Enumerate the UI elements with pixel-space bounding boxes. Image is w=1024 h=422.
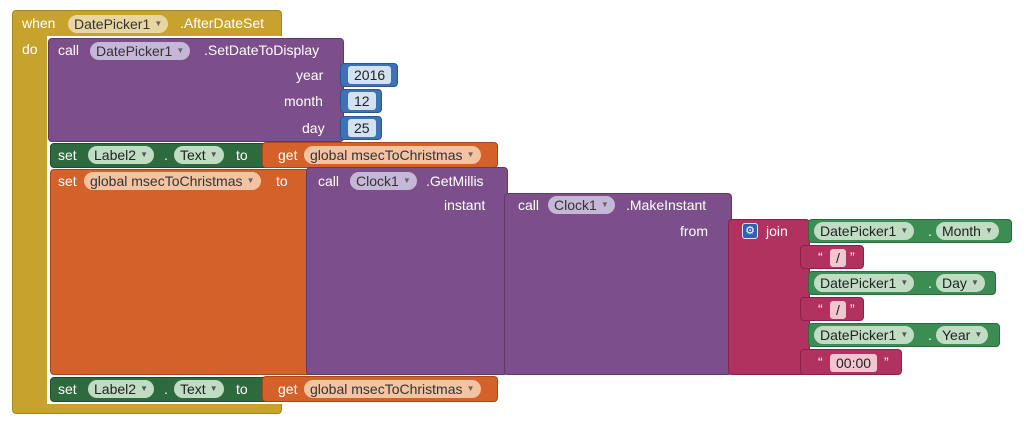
call1-method-label: .SetDateToDisplay <box>204 42 320 58</box>
dot-separator: . <box>928 275 932 291</box>
chevron-down-icon: ▼ <box>246 176 255 185</box>
makeinstant-method-label: .MakeInstant <box>626 197 707 213</box>
string-open-quote: “ <box>818 301 823 317</box>
set-label2-text-block-bottom[interactable] <box>50 377 270 402</box>
day-param-label: day <box>302 120 325 136</box>
chevron-down-icon: ▼ <box>140 150 149 159</box>
dot-separator: . <box>164 147 168 163</box>
string-close-quote: ” <box>850 249 855 265</box>
chevron-down-icon: ▼ <box>900 226 909 235</box>
event-name-label: .AfterDateSet <box>180 15 265 31</box>
chevron-down-icon: ▼ <box>985 226 993 235</box>
chevron-down-icon: ▼ <box>402 176 411 185</box>
call-label: call <box>318 173 340 189</box>
set-global-variable-dropdown[interactable]: global msecToChristmas ▼ <box>84 172 261 190</box>
makeinstant-component-text: Clock1 <box>554 197 597 213</box>
chevron-down-icon: ▼ <box>974 330 983 339</box>
get-label: get <box>278 381 298 397</box>
string-open-quote: “ <box>818 354 823 370</box>
get-millis-block[interactable] <box>306 167 508 375</box>
getmillis-component-dropdown[interactable]: Clock1 ▼ <box>350 172 417 190</box>
dot-separator: . <box>928 327 932 343</box>
when-label: when <box>22 15 56 31</box>
month-property-dropdown[interactable]: Month ▼ <box>936 222 999 240</box>
makeinstant-component-dropdown[interactable]: Clock1 ▼ <box>548 196 615 214</box>
chevron-down-icon: ▼ <box>466 384 475 393</box>
label2-component-dropdown-bottom[interactable]: Label2 ▼ <box>88 380 155 398</box>
to-label: to <box>276 173 288 189</box>
set-date-to-display-block[interactable] <box>48 38 344 142</box>
global-variable-dropdown-bottom[interactable]: global msecToChristmas ▼ <box>304 380 481 398</box>
get-label: get <box>278 147 298 163</box>
set-label: set <box>58 147 77 163</box>
label2-component-text-bottom: Label2 <box>94 381 137 397</box>
label2-component-dropdown-top[interactable]: Label2 ▼ <box>88 146 155 164</box>
call-label: call <box>518 197 540 213</box>
year-property-text: Year <box>942 327 971 343</box>
slash-string-2[interactable]: / <box>830 301 846 319</box>
global-variable-text-bottom: global msecToChristmas <box>310 381 463 397</box>
call-label: call <box>58 42 80 58</box>
year-param-label: year <box>296 67 324 83</box>
global-variable-text-top: global msecToChristmas <box>310 147 463 163</box>
chevron-down-icon: ▼ <box>466 150 475 159</box>
getmillis-component-text: Clock1 <box>356 173 399 189</box>
chevron-down-icon: ▼ <box>900 278 909 287</box>
event-component-text: DatePicker1 <box>74 16 151 32</box>
slash-string-1[interactable]: / <box>830 249 846 267</box>
day-getter-component-dropdown[interactable]: DatePicker1 ▼ <box>814 274 915 292</box>
instant-param-label: instant <box>444 197 486 213</box>
month-property-text: Month <box>942 223 981 239</box>
day-getter-component-text: DatePicker1 <box>820 275 897 291</box>
label2-component-text-top: Label2 <box>94 147 137 163</box>
chevron-down-icon: ▼ <box>900 330 909 339</box>
dot-separator: . <box>164 381 168 397</box>
set-label: set <box>58 381 77 397</box>
call1-component-text: DatePicker1 <box>96 43 173 59</box>
call1-component-dropdown[interactable]: DatePicker1 ▼ <box>90 42 191 60</box>
from-param-label: from <box>680 223 708 239</box>
year-number-value[interactable]: 2016 <box>348 66 392 84</box>
gear-icon[interactable]: ⚙ <box>742 223 758 239</box>
do-label: do <box>22 41 38 57</box>
text-property-dropdown-top[interactable]: Text ▼ <box>174 146 224 164</box>
year-getter-component-text: DatePicker1 <box>820 327 897 343</box>
dot-separator: . <box>928 223 932 239</box>
join-label: join <box>766 223 788 239</box>
make-instant-block[interactable] <box>504 193 732 375</box>
month-getter-component-dropdown[interactable]: DatePicker1 ▼ <box>814 222 915 240</box>
time-string[interactable]: 00:00 <box>830 354 878 372</box>
chevron-down-icon: ▼ <box>970 278 979 287</box>
year-property-dropdown[interactable]: Year ▼ <box>936 326 989 344</box>
set-global-block[interactable] <box>50 169 312 375</box>
chevron-down-icon: ▼ <box>209 384 218 393</box>
getmillis-method-label: .GetMillis <box>426 173 484 189</box>
month-param-label: month <box>284 93 323 109</box>
chevron-down-icon: ▼ <box>209 150 218 159</box>
chevron-down-icon: ▼ <box>600 200 609 209</box>
year-getter-component-dropdown[interactable]: DatePicker1 ▼ <box>814 326 915 344</box>
month-number-value[interactable]: 12 <box>348 92 376 110</box>
day-number-value[interactable]: 25 <box>348 119 376 137</box>
chevron-down-icon: ▼ <box>140 384 149 393</box>
to-label: to <box>236 381 248 397</box>
set-label2-text-block-top[interactable] <box>50 143 270 168</box>
text-property-text-top: Text <box>180 147 206 163</box>
string-open-quote: “ <box>818 249 823 265</box>
month-getter-component-text: DatePicker1 <box>820 223 897 239</box>
chevron-down-icon: ▼ <box>154 19 163 28</box>
chevron-down-icon: ▼ <box>176 46 185 55</box>
day-property-text: Day <box>942 275 967 291</box>
text-property-text-bottom: Text <box>180 381 206 397</box>
text-property-dropdown-bottom[interactable]: Text ▼ <box>174 380 224 398</box>
day-property-dropdown[interactable]: Day ▼ <box>936 274 985 292</box>
global-variable-dropdown-top[interactable]: global msecToChristmas ▼ <box>304 146 481 164</box>
string-close-quote: ” <box>884 354 889 370</box>
to-label: to <box>236 147 248 163</box>
set-label: set <box>58 173 77 189</box>
join-text-block[interactable] <box>728 219 810 375</box>
set-global-variable-text: global msecToChristmas <box>90 173 243 189</box>
string-close-quote: ” <box>850 301 855 317</box>
event-component-dropdown[interactable]: DatePicker1 ▼ <box>68 15 169 33</box>
